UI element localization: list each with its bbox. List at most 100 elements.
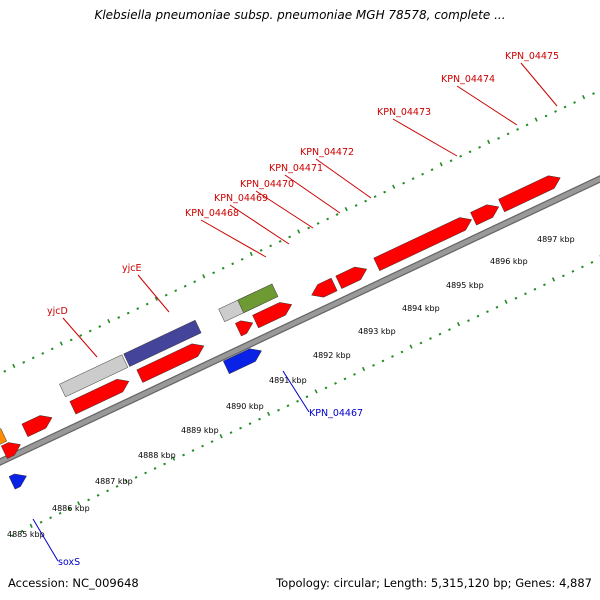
tick-mark: [29, 523, 33, 528]
tick-mark: [297, 229, 301, 234]
tick-mark: [411, 177, 415, 181]
tick-mark: [107, 318, 111, 324]
tick-mark: [334, 381, 337, 385]
gene-red-d: [136, 343, 205, 383]
gene-red-e: [252, 302, 293, 329]
tick-mark: [580, 265, 584, 269]
tick-mark: [495, 305, 499, 309]
tick-mark: [98, 325, 102, 328]
backbone: [0, 176, 600, 465]
tick-mark: [421, 172, 425, 176]
label-leader: [520, 62, 558, 107]
tick-mark: [172, 456, 176, 461]
tick-mark: [144, 471, 148, 475]
tick-mark: [240, 257, 244, 261]
tick-mark: [354, 204, 358, 207]
gene-orange: [0, 428, 8, 445]
label-leader: [229, 204, 290, 245]
tick-mark: [305, 395, 309, 399]
tick-layer: [3, 92, 600, 538]
gene-label: yjcD: [47, 306, 68, 317]
gene-red-k: [498, 175, 561, 213]
tick-mark: [402, 181, 406, 185]
gene-label: soxS: [58, 557, 80, 568]
tick-mark: [400, 350, 404, 354]
tick-mark: [307, 226, 311, 230]
label-leader: [62, 317, 98, 358]
tick-label: 4886 kbp: [52, 504, 90, 513]
tick-mark: [468, 150, 472, 154]
tick-label: 4895 kbp: [446, 281, 484, 290]
tick-mark: [571, 269, 575, 273]
label-leader: [282, 370, 310, 413]
tick-mark: [592, 92, 595, 95]
tick-mark: [534, 117, 538, 122]
tick-label: 4890 kbp: [226, 402, 264, 411]
tick-mark: [267, 411, 271, 416]
tick-mark: [459, 154, 463, 158]
tick-mark: [429, 337, 432, 340]
tick-label: 4891 kbp: [269, 376, 307, 385]
tick-label: 4892 kbp: [313, 351, 351, 360]
tick-mark: [12, 363, 16, 369]
tick-mark: [430, 168, 434, 172]
tick-mark: [373, 195, 377, 198]
label-leader: [284, 174, 341, 214]
label-leader: [315, 158, 372, 199]
gene-olive: [237, 283, 279, 314]
tick-mark: [590, 261, 594, 264]
tick-mark: [439, 162, 443, 167]
tick-mark: [364, 199, 368, 203]
gene-purple-yjcE: [123, 319, 202, 367]
tick-mark: [49, 516, 53, 520]
tick-mark: [134, 476, 138, 479]
gene-label: KPN_04472: [300, 147, 354, 158]
tick-mark: [533, 287, 537, 291]
tick-mark: [174, 289, 178, 293]
lower-tick-row: [11, 255, 600, 538]
tick-mark: [77, 501, 81, 506]
tick-mark: [487, 139, 491, 145]
tick-mark: [563, 105, 567, 109]
tick-mark: [193, 280, 197, 284]
tick-mark: [87, 498, 91, 502]
tick-mark: [11, 534, 15, 538]
tick-mark: [202, 274, 206, 279]
tick-mark: [106, 489, 110, 493]
tick-mark: [409, 344, 413, 349]
gene-label: KPN_04474: [441, 74, 495, 85]
tick-mark: [219, 434, 223, 439]
tick-mark: [154, 296, 158, 301]
tick-mark: [326, 217, 330, 221]
gene-red-i: [373, 217, 473, 272]
upper-tick-row: [3, 92, 595, 373]
gene-red-c: [69, 378, 130, 415]
tick-mark: [68, 507, 72, 511]
tick-mark: [562, 274, 565, 278]
tick-mark: [136, 307, 140, 310]
label-leader: [255, 190, 314, 229]
tick-mark: [353, 373, 356, 376]
gene-label: KPN_04469: [214, 193, 268, 204]
tick-label: 4887 kbp: [95, 477, 133, 486]
tick-mark: [69, 338, 73, 342]
tick-mark: [269, 244, 273, 248]
tick-mark: [229, 431, 233, 434]
tick-mark: [126, 311, 130, 315]
tick-mark: [212, 271, 216, 275]
tick-mark: [392, 184, 396, 189]
tick-mark: [514, 296, 518, 300]
gene-red-h: [335, 266, 368, 289]
tick-mark: [544, 114, 548, 118]
tick-mark: [476, 314, 480, 318]
gene-label: yjcE: [122, 263, 142, 274]
tick-mark: [22, 360, 26, 364]
tick-mark: [324, 386, 328, 390]
tick-mark: [506, 132, 510, 136]
tick-mark: [163, 462, 166, 466]
tick-mark: [335, 213, 339, 216]
tick-mark: [344, 206, 348, 212]
tick-mark: [467, 319, 470, 323]
tick-mark: [582, 94, 586, 100]
